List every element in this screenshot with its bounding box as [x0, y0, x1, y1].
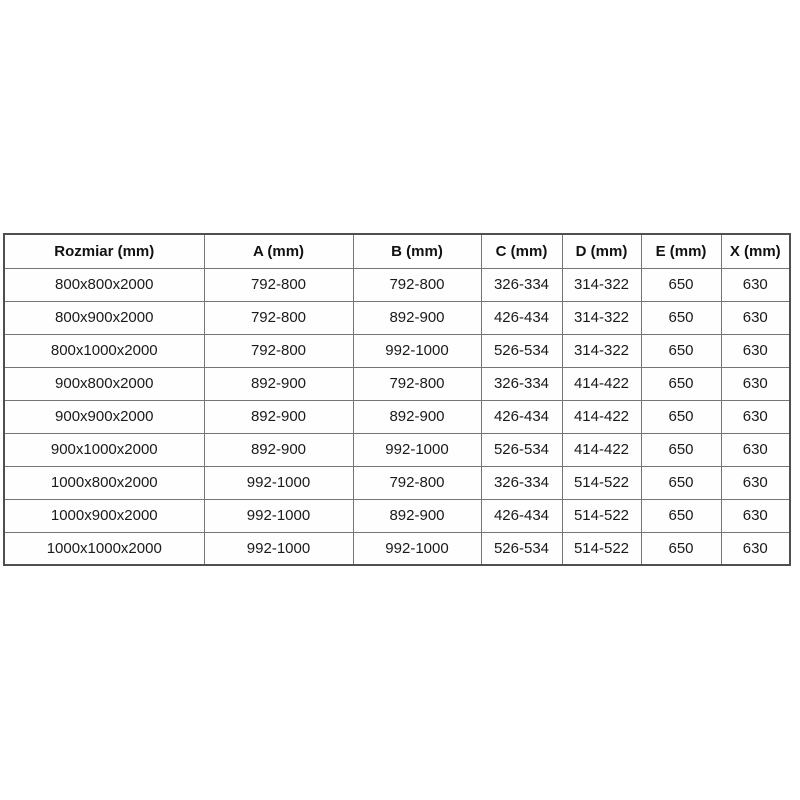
- table-cell: 800x1000x2000: [3, 333, 205, 368]
- table-row: 900x800x2000 892-900 792-800 326-334 414-422…: [3, 366, 791, 401]
- dimensions-table: Rozmiar (mm) A (mm) B (mm) C (mm) D (mm) E (m…: [3, 233, 791, 566]
- table-cell: 426-434: [480, 498, 563, 533]
- table-cell: 892-900: [352, 300, 482, 335]
- table-cell: 630: [720, 300, 791, 335]
- table-cell: 792-800: [352, 366, 482, 401]
- table-cell: 1000x800x2000: [3, 465, 205, 500]
- table-cell: 650: [640, 366, 722, 401]
- table-row: 900x1000x2000 892-900 992-1000 526-534 414-4…: [3, 432, 791, 467]
- table-cell: 792-800: [352, 465, 482, 500]
- table-row: 800x1000x2000 792-800 992-1000 526-534 314-3…: [3, 333, 791, 368]
- table-cell: 792-800: [203, 300, 354, 335]
- table-row: 900x900x2000 892-900 892-900 426-434 414-422…: [3, 399, 791, 434]
- table-cell: 414-422: [561, 432, 642, 467]
- table-cell: 314-322: [561, 267, 642, 302]
- table-row: 1000x900x2000 992-1000 892-900 426-434 514-5…: [3, 498, 791, 533]
- table-cell: 992-1000: [352, 531, 482, 566]
- table-cell: 314-322: [561, 300, 642, 335]
- table-cell: 792-800: [203, 333, 354, 368]
- table-cell: 992-1000: [203, 498, 354, 533]
- table-row: 800x900x2000 792-800 892-900 426-434 314-322…: [3, 300, 791, 335]
- table-cell: 514-522: [561, 498, 642, 533]
- table-cell: 892-900: [203, 432, 354, 467]
- column-header: D (mm): [561, 233, 642, 269]
- table-cell: 892-900: [352, 498, 482, 533]
- table-cell: 800x900x2000: [3, 300, 205, 335]
- table-cell: 992-1000: [203, 465, 354, 500]
- table-cell: 630: [720, 333, 791, 368]
- table-cell: 650: [640, 531, 722, 566]
- table-cell: 992-1000: [352, 333, 482, 368]
- table-cell: 526-534: [480, 531, 563, 566]
- table-cell: 792-800: [203, 267, 354, 302]
- table-header: Rozmiar (mm) A (mm) B (mm) C (mm) D (mm) E (m…: [3, 233, 791, 269]
- table-cell: 326-334: [480, 366, 563, 401]
- table-cell: 630: [720, 432, 791, 467]
- table-row: 1000x800x2000 992-1000 792-800 326-334 514-5…: [3, 465, 791, 500]
- table-row: 1000x1000x2000 992-1000 992-1000 526-534 514…: [3, 531, 791, 566]
- table-cell: 630: [720, 366, 791, 401]
- column-header: B (mm): [352, 233, 482, 269]
- table-cell: 992-1000: [203, 531, 354, 566]
- table-cell: 800x800x2000: [3, 267, 205, 302]
- table-cell: 1000x900x2000: [3, 498, 205, 533]
- table-cell: 414-422: [561, 399, 642, 434]
- column-header: C (mm): [480, 233, 563, 269]
- table-cell: 630: [720, 498, 791, 533]
- table-cell: 514-522: [561, 531, 642, 566]
- table-row: 800x800x2000 792-800 792-800 326-334 314-322…: [3, 267, 791, 302]
- table-cell: 900x800x2000: [3, 366, 205, 401]
- table-cell: 314-322: [561, 333, 642, 368]
- table-cell: 326-334: [480, 465, 563, 500]
- table-cell: 426-434: [480, 300, 563, 335]
- table-cell: 630: [720, 531, 791, 566]
- table-cell: 792-800: [352, 267, 482, 302]
- table-cell: 892-900: [203, 366, 354, 401]
- table-cell: 630: [720, 267, 791, 302]
- table-cell: 650: [640, 498, 722, 533]
- table-cell: 630: [720, 399, 791, 434]
- table-cell: 514-522: [561, 465, 642, 500]
- table-cell: 892-900: [203, 399, 354, 434]
- table-cell: 650: [640, 333, 722, 368]
- table-cell: 326-334: [480, 267, 563, 302]
- column-header: Rozmiar (mm): [3, 233, 205, 269]
- table-cell: 650: [640, 399, 722, 434]
- table-cell: 526-534: [480, 432, 563, 467]
- table-cell: 892-900: [352, 399, 482, 434]
- table-body: 800x800x2000 792-800 792-800 326-334 314-322…: [3, 267, 791, 566]
- table-cell: 526-534: [480, 333, 563, 368]
- column-header: A (mm): [203, 233, 354, 269]
- table-cell: 900x900x2000: [3, 399, 205, 434]
- table-cell: 900x1000x2000: [3, 432, 205, 467]
- table-cell: 650: [640, 432, 722, 467]
- column-header: E (mm): [640, 233, 722, 269]
- table-cell: 992-1000: [352, 432, 482, 467]
- table-cell: 650: [640, 267, 722, 302]
- table-cell: 650: [640, 300, 722, 335]
- table-cell: 414-422: [561, 366, 642, 401]
- column-header: X (mm): [720, 233, 791, 269]
- table-cell: 650: [640, 465, 722, 500]
- table-cell: 426-434: [480, 399, 563, 434]
- table-cell: 1000x1000x2000: [3, 531, 205, 566]
- header-row: Rozmiar (mm) A (mm) B (mm) C (mm) D (mm) E (m…: [3, 233, 791, 269]
- table-cell: 630: [720, 465, 791, 500]
